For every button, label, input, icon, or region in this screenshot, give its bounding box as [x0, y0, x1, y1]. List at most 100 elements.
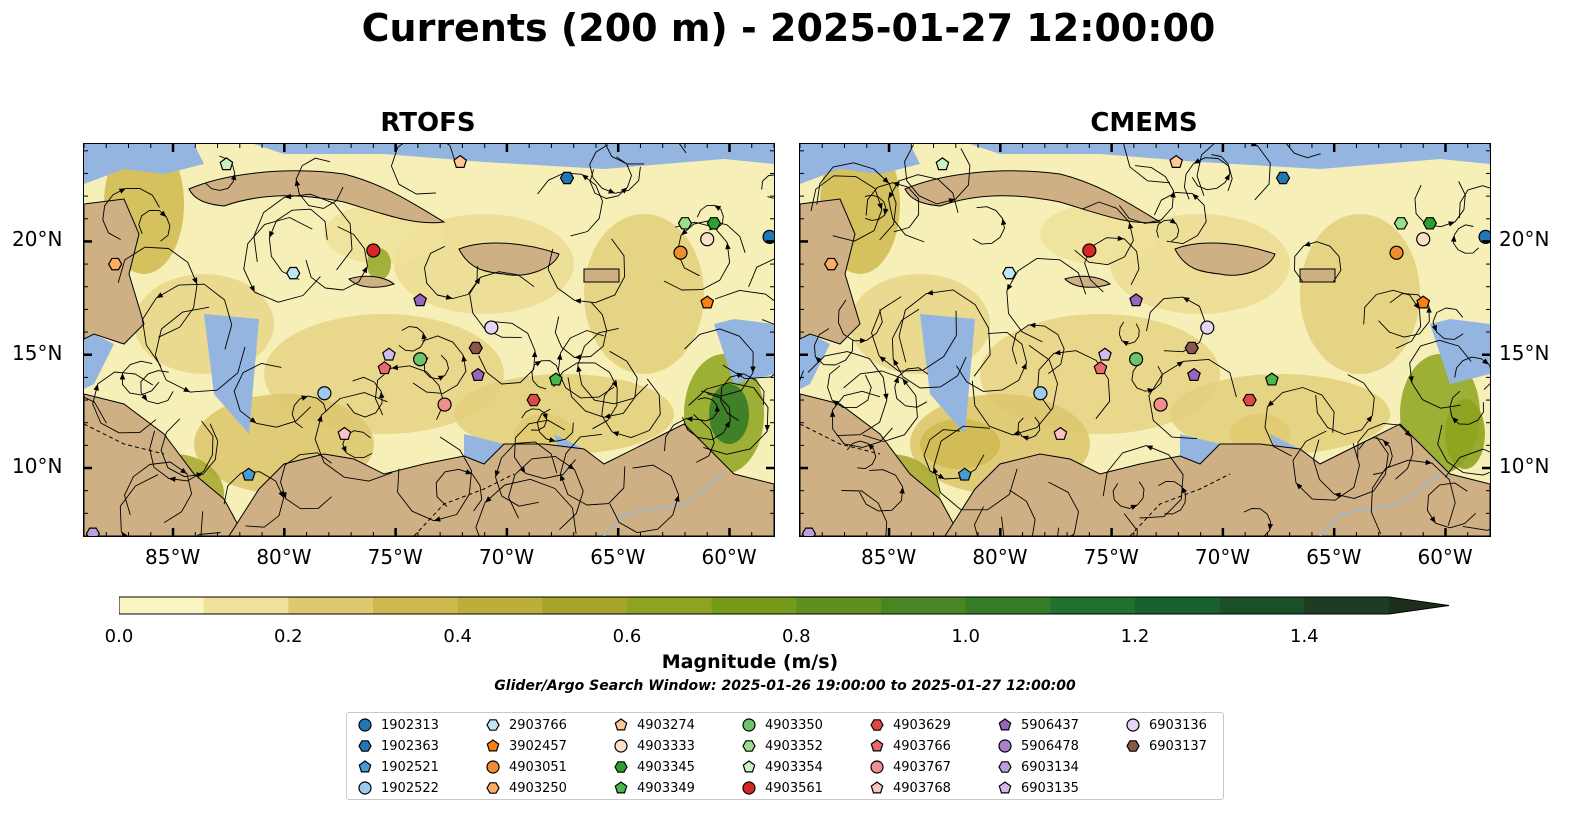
lat-tick-label-left: 20°N — [12, 227, 63, 252]
current-streamline — [1243, 508, 1272, 536]
streamline-arrow — [893, 376, 899, 384]
colorbar-segment — [881, 597, 967, 614]
streamline-arrow — [750, 366, 756, 373]
current-streamline — [154, 306, 246, 393]
lon-tick-label: 60°W — [1417, 545, 1473, 569]
streamline-arrow — [465, 469, 473, 475]
streamline-arrow — [883, 393, 889, 401]
current-streamline — [761, 174, 774, 199]
legend-label: 6903135 — [1021, 780, 1079, 796]
speed-contour — [584, 214, 704, 374]
current-streamline — [141, 283, 233, 367]
current-streamline — [435, 468, 483, 512]
float-marker-6903134 — [85, 527, 101, 536]
streamline-arrow — [531, 350, 538, 358]
streamline-arrow — [860, 337, 867, 344]
float-marker-4903349 — [548, 372, 563, 386]
legend-item: 4903766 — [869, 736, 951, 756]
legend-marker — [358, 781, 372, 795]
current-streamline — [684, 328, 754, 397]
float-marker-1902313 — [1478, 229, 1490, 244]
colorbar-segment — [1050, 597, 1136, 614]
streamline-arrow — [1130, 504, 1138, 510]
legend-marker-icon — [1126, 740, 1140, 752]
streamline-arrow — [899, 486, 905, 494]
current-streamline — [475, 478, 577, 536]
legend-marker — [742, 740, 756, 752]
legend-label: 1902522 — [381, 780, 439, 796]
current-streamline — [243, 217, 321, 303]
current-streamline — [1006, 257, 1087, 343]
speed-contour — [1170, 374, 1390, 454]
colorbar-segment — [203, 597, 289, 614]
streamline-arrow — [608, 188, 616, 194]
legend-marker-icon — [998, 718, 1012, 731]
colorbar-segment — [457, 597, 543, 614]
float-marker-2903766 — [286, 266, 301, 280]
legend-marker-icon — [870, 760, 884, 774]
legend-label: 5906478 — [1021, 738, 1079, 754]
streamline-arrow — [937, 473, 945, 480]
float-marker-5906437 — [413, 293, 427, 307]
current-streamline — [536, 408, 574, 442]
colorbar-segment — [627, 597, 713, 614]
streamline-arrow — [93, 383, 99, 391]
current-streamline — [688, 382, 769, 455]
current-streamline — [1444, 448, 1490, 531]
current-streamline — [807, 351, 888, 437]
streamline-arrow — [1296, 482, 1303, 490]
streamline-arrow — [902, 378, 909, 386]
streamline-arrow — [1121, 340, 1129, 347]
float-marker-4903561 — [366, 243, 381, 258]
float-marker-4903250 — [107, 257, 123, 271]
legend-marker — [870, 760, 884, 774]
float-marker-1902521 — [957, 467, 972, 481]
legend-marker — [358, 740, 372, 752]
land-mass — [1174, 242, 1276, 276]
current-streamline — [102, 187, 160, 240]
land-mass — [1299, 268, 1336, 283]
colorbar — [119, 596, 1450, 615]
colorbar-tick-label: 1.4 — [1290, 626, 1319, 647]
current-streamline — [841, 490, 888, 536]
streamline-arrow — [183, 386, 191, 393]
current-streamline — [1357, 422, 1414, 480]
shallow-water — [920, 314, 975, 434]
legend-label: 4903051 — [509, 759, 567, 775]
map-canvas — [84, 144, 774, 536]
legend-label: 6903137 — [1149, 738, 1207, 754]
float-marker-6903136 — [1200, 320, 1215, 335]
streamline-arrow — [1224, 173, 1230, 181]
streamline-arrow — [159, 210, 167, 218]
legend-marker-icon — [1126, 718, 1140, 732]
current-streamline — [1426, 482, 1477, 529]
legend-label: 4903352 — [765, 738, 823, 754]
current-streamline — [1453, 224, 1480, 254]
legend-label: 4903354 — [765, 759, 823, 775]
streamline-arrow — [620, 187, 628, 194]
legend-marker-icon — [358, 781, 372, 795]
streamline-arrow — [674, 494, 680, 502]
current-streamline — [390, 144, 457, 195]
current-streamline — [140, 370, 174, 405]
float-marker-4903333 — [700, 232, 715, 247]
streamline-arrow — [378, 391, 385, 399]
streamline-arrow — [278, 490, 284, 498]
current-streamline — [664, 418, 715, 463]
current-streamline — [846, 440, 877, 470]
current-streamline — [933, 425, 1018, 511]
legend-marker-icon — [742, 718, 756, 732]
land-mass — [458, 242, 560, 276]
streamline-arrow — [1192, 193, 1199, 201]
current-streamline — [521, 408, 548, 431]
current-streamline — [814, 328, 854, 366]
streamline-arrow — [574, 354, 582, 360]
legend-label: 4903349 — [637, 780, 695, 796]
streamline-arrow — [581, 174, 589, 181]
legend-marker-icon — [998, 781, 1012, 794]
float-legend: 1902313 1902363 1902521 1902522 2903766 39024… — [346, 712, 1224, 800]
legend-marker-icon — [486, 760, 500, 774]
current-streamline — [693, 397, 718, 422]
current-streamline — [676, 220, 746, 277]
lon-tick-label: 65°W — [1306, 545, 1362, 569]
